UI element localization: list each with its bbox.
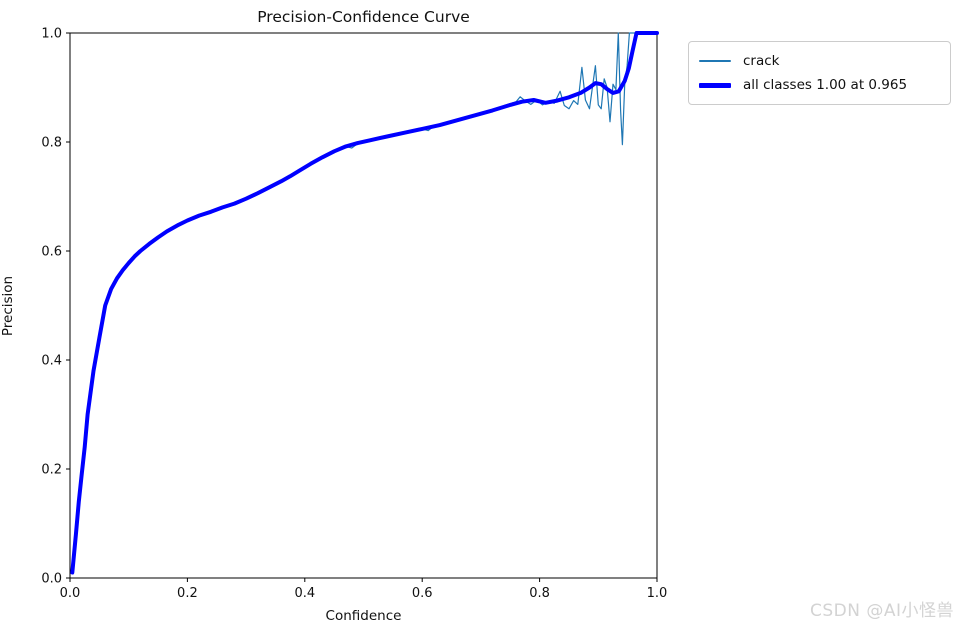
- plot-border: [69, 32, 658, 579]
- x-tick-label: 0.2: [177, 586, 198, 601]
- y-tick-label: 0.6: [41, 245, 62, 260]
- series-line-all: [70, 31, 659, 575]
- y-tick-label: 0.0: [41, 572, 62, 587]
- y-tick-label: 0.8: [41, 136, 62, 151]
- y-tick-label: 0.4: [41, 354, 62, 369]
- y-tick-label: 0.2: [41, 463, 62, 478]
- x-axis-label: Confidence: [325, 608, 402, 624]
- watermark: CSDN @AI小怪兽: [809, 601, 954, 621]
- all-classes-line-sample: [699, 82, 731, 88]
- x-tick-label: 0.6: [412, 586, 433, 601]
- x-tick-label: 1.0: [647, 586, 668, 601]
- chart-title: Precision-Confidence Curve: [257, 8, 470, 26]
- legend-item-crack: crack: [699, 49, 940, 73]
- x-tick-label: 0.0: [60, 586, 81, 601]
- crack-line-sample: [699, 60, 731, 62]
- y-axis-label: Precision: [0, 275, 16, 337]
- series-line-crack: [71, 32, 658, 574]
- x-tick-label: 0.4: [294, 586, 315, 601]
- y-tick-label: 1.0: [41, 27, 62, 42]
- legend: crack all classes 1.00 at 0.965: [688, 41, 951, 105]
- x-tick-label: 0.8: [529, 586, 550, 601]
- legend-label: all classes 1.00 at 0.965: [743, 77, 908, 93]
- legend-label: crack: [743, 53, 780, 69]
- legend-item-all-classes: all classes 1.00 at 0.965: [699, 73, 940, 97]
